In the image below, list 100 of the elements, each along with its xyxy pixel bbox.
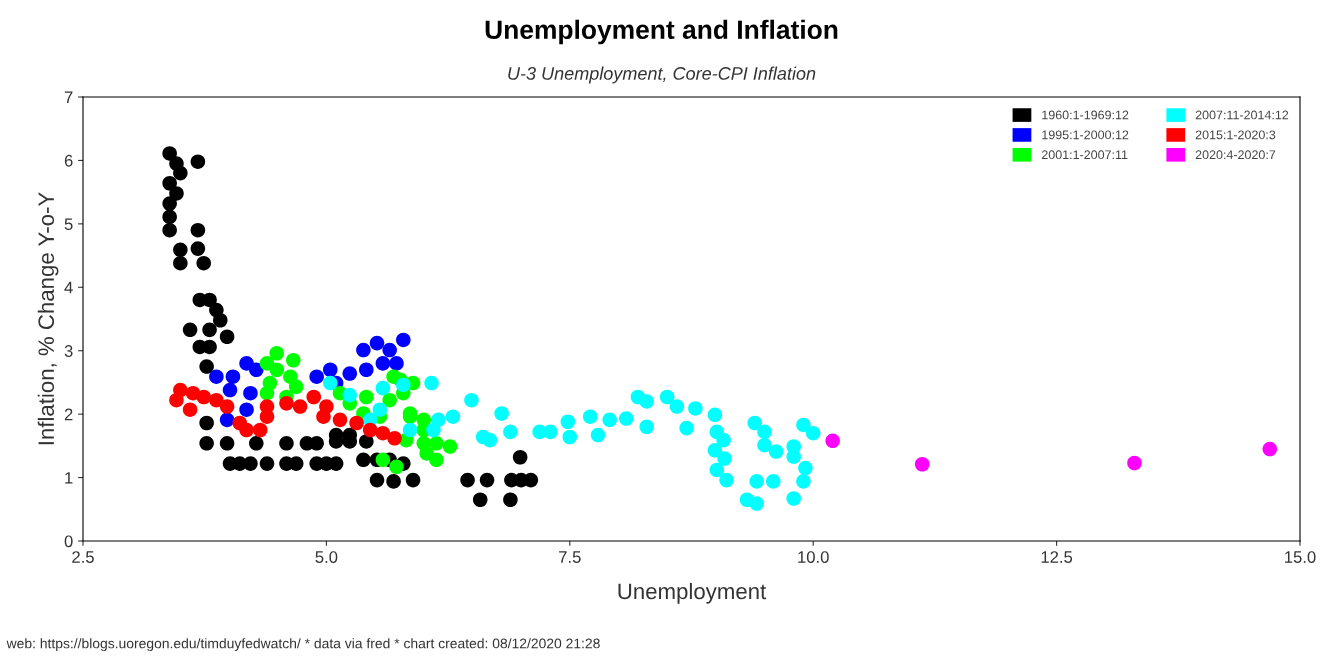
- point: [173, 242, 188, 258]
- point: [719, 472, 734, 488]
- x-tick-label: 2.5: [72, 551, 94, 563]
- point: [707, 407, 723, 423]
- point: [798, 460, 813, 476]
- point: [209, 392, 224, 408]
- point: [182, 322, 198, 338]
- point: [375, 356, 391, 371]
- point: [359, 434, 374, 449]
- point: [375, 380, 391, 396]
- point: [222, 382, 238, 398]
- point: [796, 474, 811, 489]
- point: [219, 412, 235, 428]
- point: [342, 387, 358, 403]
- point: [212, 312, 228, 328]
- legend-label: 2007:11-2014:12: [1195, 110, 1289, 120]
- point: [182, 402, 198, 417]
- point: [292, 399, 308, 414]
- point: [162, 175, 177, 191]
- point: [786, 449, 802, 464]
- point: [749, 496, 765, 511]
- point: [543, 424, 558, 440]
- point: [669, 399, 685, 414]
- point: [709, 462, 725, 478]
- point: [259, 385, 275, 401]
- y-tick-label: 1: [65, 472, 73, 484]
- point: [323, 375, 338, 391]
- point: [560, 414, 576, 430]
- point: [716, 432, 731, 448]
- y-tick-label: 4: [64, 281, 73, 294]
- point: [482, 432, 498, 448]
- point: [209, 369, 224, 384]
- legend-label: 2001:1-2007:11: [1041, 150, 1128, 160]
- point: [389, 356, 404, 371]
- point: [190, 241, 206, 256]
- point: [805, 425, 821, 441]
- point: [162, 146, 177, 161]
- x-tick-label: 15.0: [1285, 551, 1316, 563]
- point: [249, 436, 264, 451]
- point: [757, 437, 772, 453]
- point: [503, 492, 518, 508]
- point: [386, 474, 401, 489]
- point: [523, 472, 539, 488]
- y-tick-label: 3: [64, 345, 73, 357]
- point: [219, 436, 235, 451]
- legend-label: 2015:1-2020:3: [1195, 130, 1276, 140]
- point: [503, 424, 518, 440]
- legend-label: 2020:4-2020:7: [1195, 150, 1276, 160]
- point: [196, 255, 212, 271]
- point: [747, 415, 763, 431]
- point: [356, 452, 371, 468]
- point: [219, 399, 235, 414]
- point: [173, 255, 188, 271]
- chart-title: Unemployment and Inflation: [485, 19, 838, 45]
- point: [269, 345, 285, 361]
- point: [389, 459, 404, 475]
- point: [460, 472, 475, 488]
- point: [239, 402, 254, 417]
- point: [199, 436, 214, 451]
- point: [169, 392, 184, 408]
- point: [169, 186, 184, 201]
- legend-label: 1960:1-1969:12: [1042, 110, 1129, 120]
- point: [766, 474, 781, 489]
- point: [768, 444, 784, 459]
- y-axis-title: Inflation, % Change Y-o-Y: [37, 192, 59, 445]
- point: [239, 422, 254, 438]
- point: [196, 389, 212, 405]
- point: [190, 154, 206, 169]
- point: [825, 433, 840, 449]
- point: [243, 385, 258, 401]
- point: [590, 427, 606, 443]
- point: [356, 342, 371, 358]
- point: [162, 222, 177, 238]
- point: [618, 411, 634, 426]
- point: [639, 394, 654, 409]
- x-tick-label: 12.5: [1041, 551, 1073, 563]
- point: [225, 369, 241, 384]
- point: [202, 292, 217, 308]
- point: [429, 452, 444, 468]
- point: [279, 436, 294, 451]
- point: [332, 412, 348, 428]
- y-tick-label: 6: [64, 154, 73, 167]
- point: [342, 366, 358, 381]
- point: [1262, 441, 1278, 457]
- point: [306, 389, 322, 405]
- point: [162, 196, 177, 211]
- point: [707, 443, 723, 458]
- point: [402, 422, 418, 438]
- point: [362, 422, 378, 438]
- point: [1127, 455, 1142, 471]
- y-tick-label: 7: [64, 91, 73, 104]
- x-axis-title: Unemployment: [618, 582, 767, 604]
- point: [602, 412, 617, 428]
- point: [162, 209, 177, 225]
- point: [252, 422, 268, 438]
- point: [382, 342, 397, 358]
- legend-label: 1995:1-2000:12: [1042, 130, 1129, 140]
- point: [359, 389, 374, 405]
- point: [375, 452, 391, 468]
- chart-subtitle: U-3 Unemployment, Core-CPI Inflation: [508, 66, 816, 84]
